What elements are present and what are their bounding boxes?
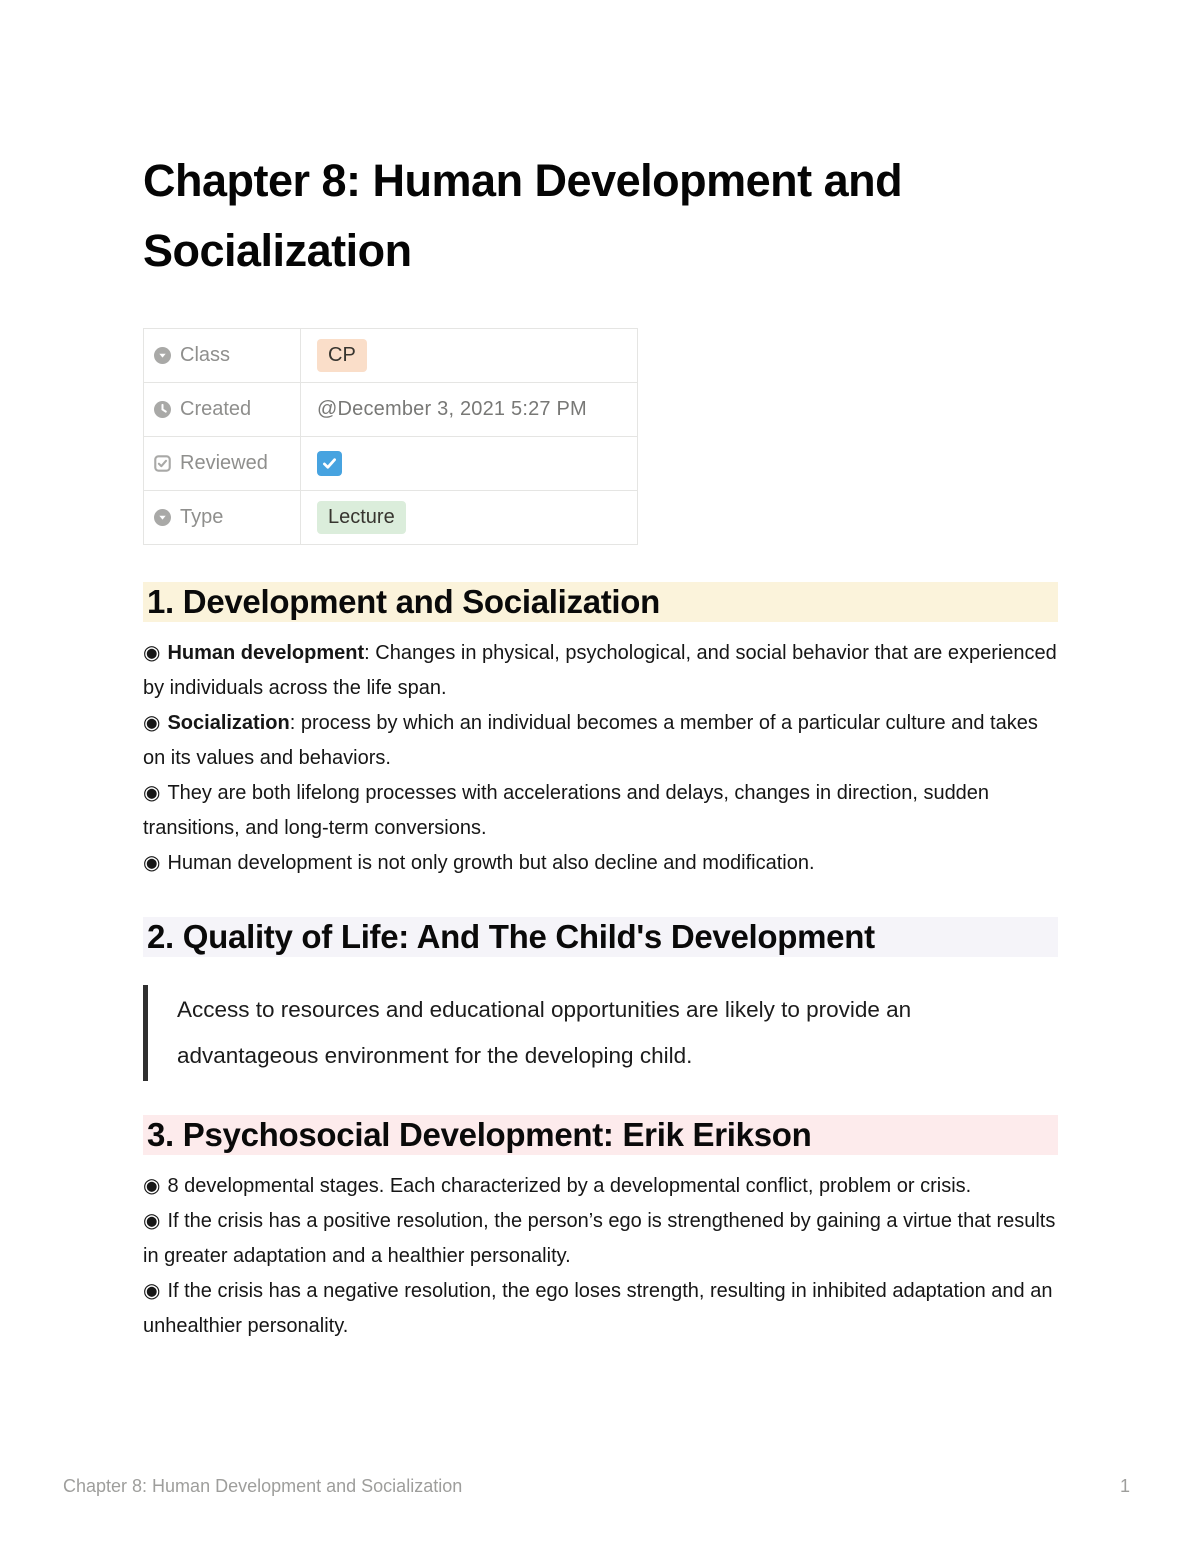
list-item: ◉ Human development: Changes in physical,…: [143, 636, 1058, 706]
section-heading-3: 3. Psychosocial Development: Erik Erikso…: [143, 1115, 1058, 1155]
document-body: Chapter 8: Human Development and Sociali…: [143, 146, 1058, 1344]
bullet-text: Human development is not only growth but…: [167, 852, 815, 874]
bullet-icon: ◉: [143, 1175, 161, 1197]
select-icon: [154, 347, 171, 364]
bullet-icon: ◉: [143, 712, 161, 734]
checkbox-property-icon: [154, 455, 171, 472]
class-tag: CP: [317, 339, 367, 372]
property-row-class: Class CP: [143, 328, 638, 383]
page-number: 1: [1119, 1476, 1130, 1496]
property-label: Created: [180, 398, 252, 420]
list-item: ◉ They are both lifelong processes with a…: [143, 776, 1058, 846]
reviewed-checkbox[interactable]: [317, 451, 342, 476]
blockquote: Access to resources and educational oppo…: [143, 985, 1058, 1081]
bullet-text: They are both lifelong processes with ac…: [143, 782, 990, 839]
bullet-icon: ◉: [143, 642, 161, 664]
list-item: ◉ 8 developmental stages. Each characteri…: [143, 1169, 1058, 1204]
check-icon: [323, 458, 336, 469]
list-item: ◉ Socialization: process by which an indi…: [143, 706, 1058, 776]
section-1-bullets: ◉ Human development: Changes in physical,…: [143, 636, 1058, 881]
type-tag: Lecture: [317, 501, 406, 534]
property-row-created: Created @December 3, 2021 5:27 PM: [143, 382, 638, 437]
bullet-term: Socialization: [167, 712, 290, 734]
list-item: ◉ If the crisis has a negative resolution…: [143, 1274, 1058, 1344]
property-row-type: Type Lecture: [143, 490, 638, 545]
list-item: ◉ If the crisis has a positive resolution…: [143, 1204, 1058, 1274]
bullet-icon: ◉: [143, 782, 161, 804]
bullet-text: : Changes in physical, psychological, an…: [143, 642, 1057, 699]
bullet-text: : process by which an individual becomes…: [143, 712, 1038, 769]
bullet-term: Human development: [167, 642, 365, 664]
section-heading-2: 2. Quality of Life: And The Child's Deve…: [143, 917, 1058, 957]
bullet-icon: ◉: [143, 1280, 161, 1302]
bullet-icon: ◉: [143, 852, 161, 874]
property-label: Class: [180, 344, 231, 366]
bullet-text: If the crisis has a negative resolution,…: [143, 1280, 1053, 1337]
clock-icon: [154, 401, 171, 418]
created-date: @December 3, 2021 5:27 PM: [317, 398, 587, 420]
property-label: Reviewed: [180, 452, 268, 474]
property-label: Type: [180, 506, 224, 528]
select-icon: [154, 509, 171, 526]
property-row-reviewed: Reviewed: [143, 436, 638, 491]
footer-title: Chapter 8: Human Development and Sociali…: [63, 1476, 463, 1496]
bullet-icon: ◉: [143, 1210, 161, 1232]
page-title: Chapter 8: Human Development and Sociali…: [143, 155, 903, 276]
properties-table: Class CP Created: [143, 328, 638, 545]
bullet-text: If the crisis has a positive resolution,…: [143, 1210, 1056, 1267]
page-footer: Chapter 8: Human Development and Sociali…: [63, 1476, 1130, 1497]
bullet-text: 8 developmental stages. Each characteriz…: [167, 1175, 972, 1197]
list-item: ◉ Human development is not only growth bu…: [143, 846, 1058, 881]
section-heading-1: 1. Development and Socialization: [143, 582, 1058, 622]
section-3-bullets: ◉ 8 developmental stages. Each characteri…: [143, 1169, 1058, 1344]
